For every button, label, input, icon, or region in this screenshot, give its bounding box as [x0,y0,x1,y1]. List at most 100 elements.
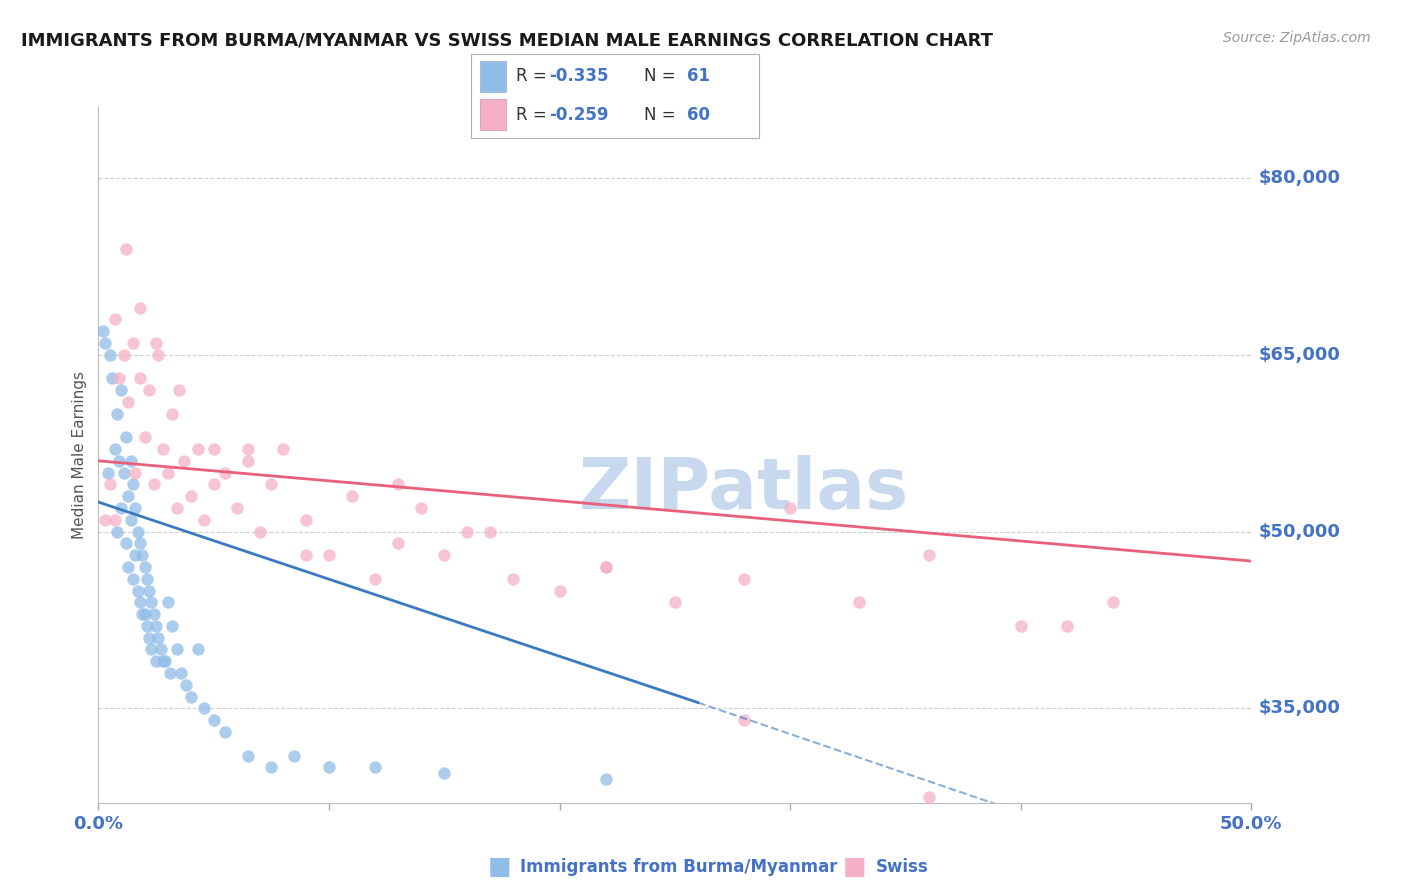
Point [138,383,160,397]
Point [112,348,135,362]
Text: IMMIGRANTS FROM BURMA/MYANMAR VS SWISS MEDIAN MALE EARNINGS CORRELATION CHART: IMMIGRANTS FROM BURMA/MYANMAR VS SWISS M… [21,31,993,49]
Text: $65,000: $65,000 [1258,346,1340,364]
Point [122,572,145,586]
Point [456,524,478,539]
Text: 61: 61 [688,68,710,86]
Point [733,713,755,727]
Point [141,642,163,657]
Point [134,430,156,444]
Point [145,654,167,668]
Point [127,583,149,598]
Point [295,548,318,562]
Point [129,301,152,315]
Point [127,524,149,539]
Point [271,442,294,456]
Y-axis label: Median Male Earnings: Median Male Earnings [72,371,87,539]
Point [134,560,156,574]
Text: $80,000: $80,000 [1258,169,1340,186]
Point [848,595,870,609]
Point [318,760,340,774]
Point [502,572,524,586]
Point [170,666,193,681]
Point [105,407,128,421]
Point [156,595,179,609]
Text: ■: ■ [488,855,510,879]
Point [145,619,167,633]
Point [238,454,260,468]
Point [110,383,132,397]
Point [160,407,183,421]
Point [1010,619,1032,633]
Point [138,631,160,645]
Point [142,607,165,621]
Text: N =: N = [644,105,681,123]
Text: -0.259: -0.259 [548,105,609,123]
Point [238,748,260,763]
Point [124,548,146,562]
Point [112,466,135,480]
Text: R =: R = [516,68,551,86]
Point [120,513,142,527]
Point [103,312,125,326]
Point [108,454,131,468]
Point [122,335,145,350]
Point [187,642,209,657]
Text: R =: R = [516,105,551,123]
Point [98,477,121,491]
Point [120,454,142,468]
Point [295,513,318,527]
Point [433,766,456,780]
Point [214,725,236,739]
Point [155,654,177,668]
Point [917,789,939,804]
Point [149,642,172,657]
Point [187,442,209,456]
Text: -0.335: -0.335 [548,68,609,86]
Point [193,701,215,715]
Point [129,536,152,550]
Point [159,666,181,681]
Point [387,536,409,550]
Point [131,607,153,621]
Text: 60: 60 [688,105,710,123]
Point [595,560,617,574]
Point [148,631,170,645]
Text: ZIPatlas: ZIPatlas [579,455,910,524]
Point [595,560,617,574]
Point [433,548,456,562]
Point [166,500,188,515]
Point [180,489,202,503]
Point [103,442,125,456]
Point [364,760,387,774]
Point [174,678,197,692]
Point [101,371,124,385]
Point [260,477,283,491]
Point [283,748,305,763]
Point [103,513,125,527]
Point [145,335,167,350]
Point [664,595,686,609]
Point [411,500,433,515]
Point [141,595,163,609]
Point [122,477,145,491]
Point [98,348,121,362]
Bar [479,62,506,92]
Point [108,371,131,385]
Point [249,524,271,539]
Point [225,500,247,515]
Point [97,466,120,480]
Point [115,536,138,550]
Point [148,348,170,362]
Point [117,489,139,503]
Point [193,513,215,527]
Point [733,572,755,586]
Point [91,324,114,338]
Point [340,489,363,503]
Point [124,500,146,515]
Point [135,572,157,586]
Point [1056,619,1078,633]
Point [202,477,225,491]
Point [115,430,138,444]
Point [180,690,202,704]
Point [173,454,195,468]
